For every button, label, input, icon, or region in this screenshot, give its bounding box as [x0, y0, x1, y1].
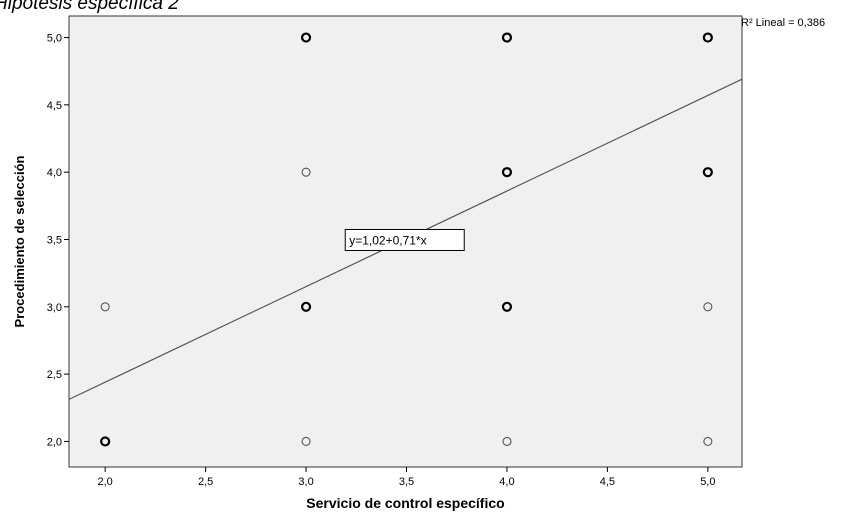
data-point [702, 32, 713, 43]
data-points [100, 32, 713, 447]
data-point [702, 167, 713, 178]
data-point [501, 32, 513, 43]
x-axis-label: Servicio de control específico [306, 495, 504, 511]
x-tick-label: 5,0 [700, 476, 715, 488]
data-point [301, 167, 311, 177]
r2-label: R² Lineal = 0,386 [741, 17, 825, 29]
data-point [300, 301, 312, 312]
x-tick-label: 4,0 [499, 476, 514, 488]
data-point [301, 436, 311, 446]
y-tick-label: 2,0 [47, 436, 62, 448]
y-tick-label: 5,0 [47, 33, 62, 45]
y-tick-label: 3,5 [47, 234, 62, 246]
equation-box-frame [344, 228, 465, 251]
y-tick-label: 2,5 [47, 369, 62, 381]
figure-caption: Hipótesis específica 2 [0, 0, 179, 14]
data-point [100, 302, 110, 312]
data-point [703, 436, 713, 446]
equation-label: y=1,02+0,71*x [349, 233, 426, 247]
x-tick-label: 2,0 [98, 476, 113, 488]
y-tick-label: 4,0 [47, 167, 62, 179]
data-point [300, 32, 312, 43]
equation-box: y=1,02+0,71*x [344, 228, 465, 251]
data-point [501, 167, 513, 178]
x-axis: 2,0 2,5 3,0 3,5 4,0 4,5 5,0 [98, 467, 715, 488]
data-point [502, 436, 512, 446]
y-axis-label: Procedimiento de selección [12, 155, 27, 327]
y-tick-label: 3,0 [47, 302, 62, 314]
data-point [501, 301, 513, 312]
data-point [100, 436, 111, 447]
x-tick-label: 3,5 [399, 476, 414, 488]
x-tick-label: 3,0 [298, 476, 313, 488]
y-tick-label: 4,5 [47, 100, 62, 112]
y-axis: 2,0 2,5 3,0 3,5 4,0 4,5 5,0 [47, 33, 69, 448]
x-tick-label: 2,5 [198, 476, 213, 488]
data-point [703, 302, 713, 312]
x-tick-label: 4,5 [600, 476, 615, 488]
